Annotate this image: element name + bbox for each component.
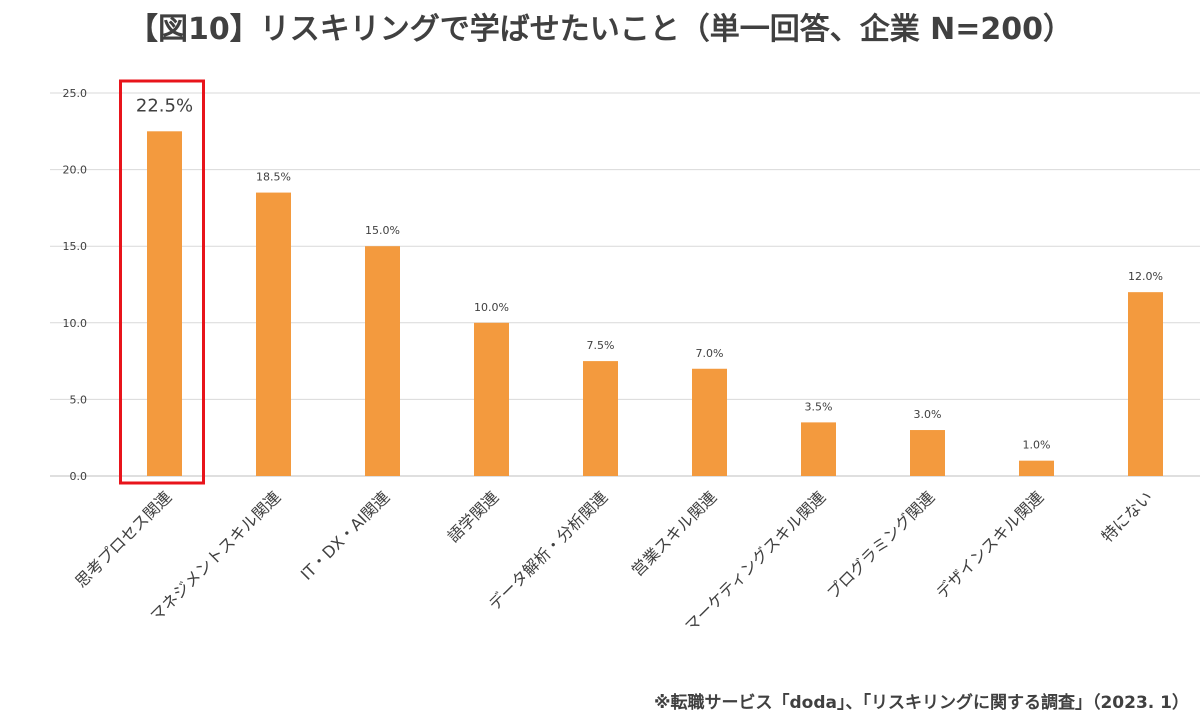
bar [474,322,509,476]
x-tick-label: 語学関連 [444,487,503,546]
highlight-box [119,79,205,485]
x-tick-label: IT・DX・AI関連 [297,487,393,583]
bar [801,422,836,476]
y-tick-label: 0.0 [70,470,88,483]
chart-title: 【図10】リスキリングで学ばせたいこと（単一回答、企業 N=200） [127,12,1074,47]
x-tick-label: デザインスキル関連 [932,487,1047,602]
data-label: 22.5% [136,95,193,116]
y-tick-label: 5.0 [70,393,88,406]
source-note: ※転職サービス「doda」、「リスキリングに関する調査」（2023. 1） [653,693,1189,713]
data-label: 12.0% [1128,270,1163,283]
data-label: 1.0% [1023,439,1051,452]
x-tick-label: データ解析・分析関連 [485,487,612,614]
y-tick-label: 10.0 [63,317,88,330]
bar [1128,292,1163,476]
bar [1019,460,1054,476]
y-tick-label: 15.0 [63,240,88,253]
y-tick-label: 25.0 [63,87,88,100]
data-label: 3.0% [914,408,942,421]
x-tick-label: 思考プロセス関連 [71,487,175,591]
data-label: 15.0% [365,224,400,237]
x-tick-label: 営業スキル関連 [628,487,721,580]
x-tick-label: 特にない [1098,487,1157,546]
bar [583,361,618,476]
data-label: 3.5% [805,400,833,413]
bar [910,430,945,476]
data-label: 7.5% [587,339,615,352]
bar [692,368,727,476]
y-tick-label: 20.0 [63,164,88,177]
data-label: 7.0% [696,347,724,360]
bar [365,246,400,476]
bar [147,131,182,477]
bar [256,192,291,476]
data-label: 18.5% [256,171,291,184]
x-tick-label: プログラミング関連 [823,487,938,602]
data-label: 10.0% [474,301,509,314]
